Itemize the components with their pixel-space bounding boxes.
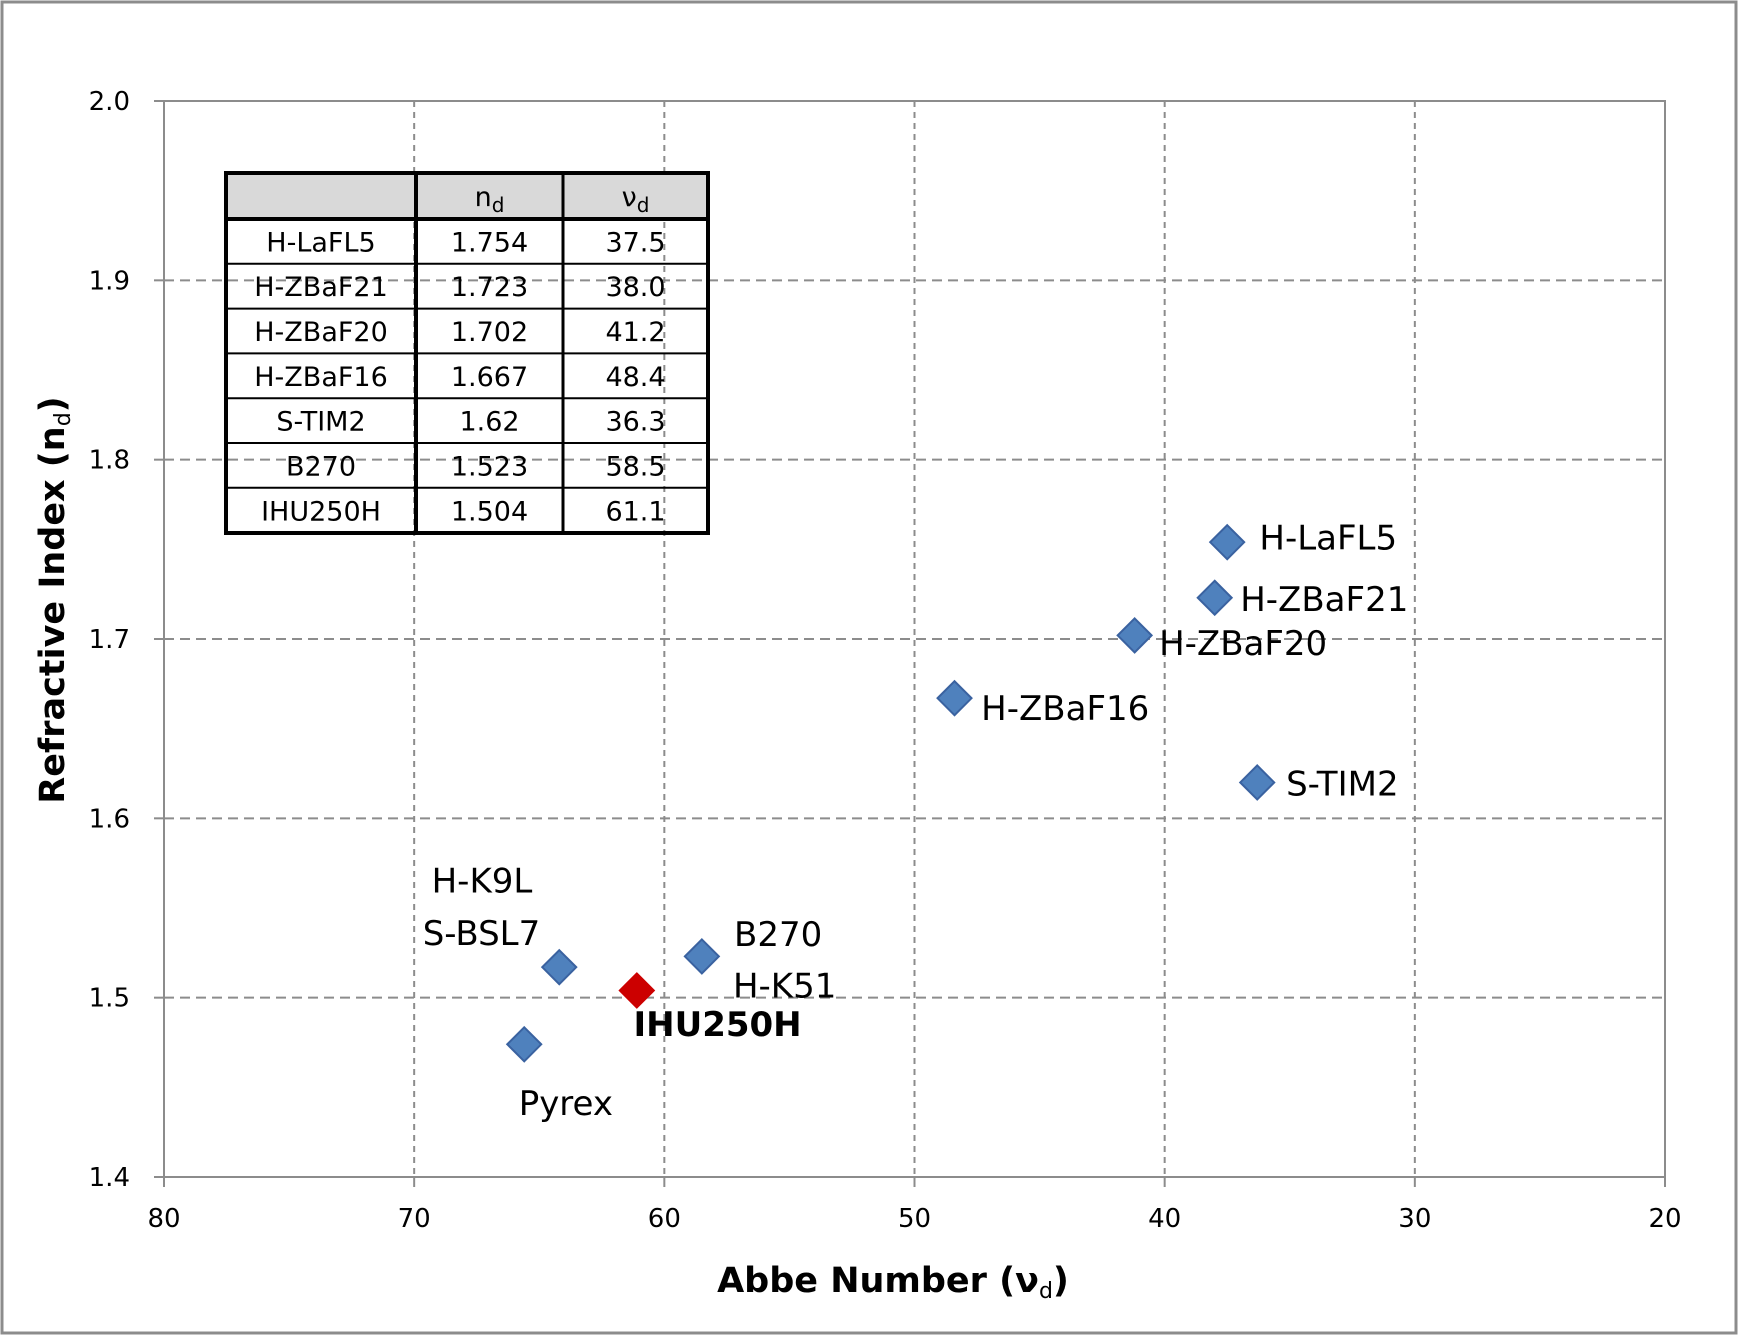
table-header-cell: nd (475, 182, 505, 217)
table-cell: 38.0 (605, 272, 665, 303)
x-tick-label: 40 (1148, 1204, 1181, 1234)
table-cell: 1.702 (451, 317, 528, 348)
x-tick-label: 70 (398, 1204, 431, 1234)
x-tick-label: 60 (648, 1204, 681, 1234)
highlight-point (618, 972, 656, 1009)
table-cell: 48.4 (605, 362, 665, 393)
y-tick-label: 1.8 (89, 446, 130, 476)
point-label: Pyrex (519, 1084, 613, 1124)
y-tick-label: 1.7 (89, 625, 130, 655)
data-point (505, 1025, 543, 1063)
table-header-bg (226, 173, 708, 219)
table-cell: 1.62 (459, 407, 519, 438)
table-cell: 61.1 (605, 496, 665, 527)
y-axis-ticks: 1.4 1.5 1.6 1.7 1.8 1.9 2.0 (89, 87, 164, 1193)
table-cell: 1.667 (451, 362, 528, 393)
table-cell: S-TIM2 (276, 407, 365, 438)
y-tick-label: 1.6 (89, 804, 130, 834)
x-tick-label: 20 (1648, 1204, 1681, 1234)
point-label: IHU250H (633, 1005, 801, 1045)
table-cell: H-ZBaF16 (254, 362, 388, 393)
x-tick-label: 50 (898, 1204, 931, 1234)
point-label: S-TIM2 (1286, 765, 1399, 805)
x-tick-label: 80 (147, 1204, 180, 1234)
point-label: H-ZBaF21 (1240, 580, 1408, 620)
table-cell: 1.504 (451, 496, 528, 527)
point-label: H-ZBaF20 (1159, 624, 1327, 664)
x-tick-label: 30 (1398, 1204, 1431, 1234)
data-point (683, 938, 721, 975)
table-cell: 58.5 (605, 451, 665, 482)
y-tick-label: 1.9 (89, 266, 130, 296)
table-cell: 1.723 (451, 272, 528, 303)
data-point (1196, 579, 1234, 617)
table-cell: 1.754 (451, 227, 528, 258)
x-axis-title: Abbe Number (νd) (717, 1261, 1069, 1304)
table-header-cell: νd (622, 182, 650, 217)
data-point (1238, 764, 1276, 801)
table-cell: 37.5 (605, 227, 665, 258)
y-tick-label: 1.4 (89, 1163, 130, 1193)
point-label: H-ZBaF16 (981, 689, 1149, 729)
data-point (540, 948, 578, 986)
point-label: S-BSL7 (423, 914, 541, 954)
point-label: B270 (734, 915, 822, 955)
table-cell: H-LaFL5 (266, 227, 375, 258)
table-cell: 36.3 (605, 407, 665, 438)
table-cell: IHU250H (261, 496, 381, 527)
y-axis-title: Refractive Index (nd) (33, 396, 76, 803)
table-cell: H-ZBaF21 (254, 272, 388, 303)
data-point (1208, 523, 1246, 561)
table-cell: H-ZBaF20 (254, 317, 388, 348)
y-tick-label: 1.5 (89, 984, 130, 1014)
table-cell: 1.523 (451, 451, 528, 482)
table-cell: B270 (286, 451, 356, 482)
data-point (1116, 616, 1154, 654)
x-axis-ticks: 80 70 60 50 40 30 20 (147, 1177, 1682, 1234)
point-label: H-LaFL5 (1259, 519, 1397, 559)
point-label: H-K51 (733, 966, 836, 1006)
y-tick-label: 2.0 (89, 87, 130, 117)
data-point (936, 679, 973, 717)
table-cell: 41.2 (605, 317, 665, 348)
data-table: nd νd H-LaFL5 1.754 37.5 H-ZBaF21 1.723 38.0 H-Z… (224, 171, 710, 535)
point-label: H-K9L (432, 862, 533, 902)
